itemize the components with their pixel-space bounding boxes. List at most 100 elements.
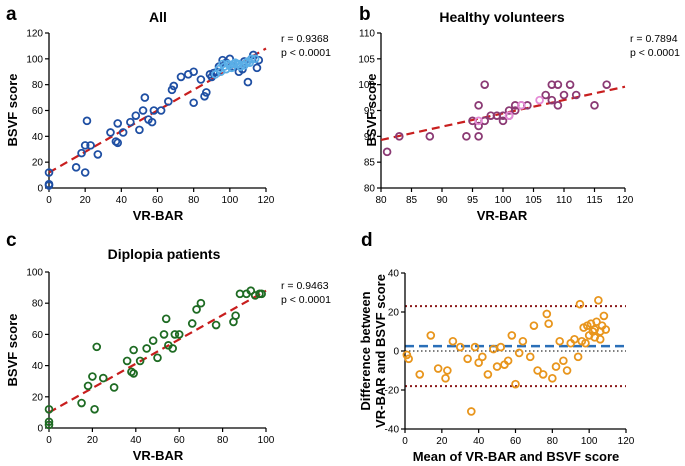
data-point — [86, 141, 95, 150]
y-tick-label: 20 — [32, 158, 44, 169]
data-point — [44, 179, 54, 189]
data-point — [147, 117, 157, 127]
data-point — [44, 404, 54, 414]
data-point — [382, 147, 392, 157]
panel-b-p-value: p < 0.0001 — [630, 47, 680, 59]
data-point — [474, 116, 483, 126]
x-tick-label: 90 — [436, 195, 448, 206]
panel-a-p-value: p < 0.0001 — [281, 47, 331, 59]
y-tick-label: 60 — [32, 330, 44, 341]
x-tick-label: 100 — [221, 195, 238, 206]
y-tick-label: 100 — [358, 80, 375, 91]
data-point — [98, 373, 108, 383]
data-point — [153, 353, 162, 363]
y-tick-label: 0 — [37, 424, 43, 435]
x-tick-label: 100 — [581, 436, 598, 447]
panel-a: a All r = 0.9368 p < 0.0001 VR-BAR BSVF … — [5, 4, 331, 223]
data-point — [426, 331, 436, 340]
x-tick-label: 60 — [152, 195, 164, 206]
data-point — [507, 331, 517, 340]
data-point — [474, 358, 483, 368]
data-point — [404, 354, 413, 364]
panel-a-y-label: BSVF score — [5, 74, 20, 147]
data-point — [82, 116, 92, 126]
data-point — [538, 370, 548, 379]
panel-d: d Mean of VR-BAR and BSVF score Differen… — [358, 230, 635, 464]
data-point — [575, 299, 585, 309]
y-tick-label: 40 — [388, 269, 400, 280]
data-point — [131, 111, 141, 120]
y-tick-label: 90 — [364, 132, 376, 143]
y-tick-label: 100 — [26, 268, 43, 279]
panel-c-title: Diplopia patients — [108, 246, 221, 262]
data-point — [415, 370, 425, 379]
data-point — [518, 336, 528, 346]
y-tick-label: 40 — [32, 132, 44, 143]
x-tick-label: 20 — [436, 436, 448, 447]
panel-c-letter: c — [6, 230, 17, 251]
data-point — [590, 333, 599, 342]
x-tick-label: 20 — [80, 195, 92, 206]
data-point — [189, 98, 198, 108]
data-point — [559, 90, 569, 100]
x-tick-label: 80 — [547, 436, 559, 447]
x-tick-label: 40 — [473, 436, 485, 447]
data-point — [555, 336, 564, 346]
data-point — [129, 345, 138, 355]
data-point — [448, 336, 458, 346]
regression-line — [380, 85, 626, 142]
data-point — [250, 54, 260, 64]
panel-b-title: Healthy volunteers — [439, 9, 564, 25]
data-point — [541, 90, 550, 100]
data-point — [211, 320, 221, 330]
data-point — [573, 352, 583, 362]
data-point — [169, 81, 179, 91]
data-point — [565, 80, 575, 89]
data-point — [176, 72, 186, 82]
data-point — [44, 420, 54, 430]
data-point — [80, 168, 90, 177]
data-point — [196, 75, 206, 84]
data-point — [170, 330, 180, 339]
y-tick-label: -20 — [385, 386, 400, 397]
data-point — [90, 404, 99, 414]
data-point — [113, 119, 123, 128]
data-point — [492, 362, 502, 371]
data-point — [562, 366, 572, 375]
x-tick-label: 60 — [174, 435, 186, 446]
data-point — [113, 138, 123, 148]
panel-b-r-value: r = 0.7894 — [630, 33, 678, 45]
data-point — [187, 319, 197, 328]
data-point — [168, 344, 177, 353]
data-point — [498, 116, 508, 126]
data-point — [510, 106, 520, 115]
panel-c-r-value: r = 0.9463 — [281, 280, 329, 292]
data-point — [44, 168, 54, 177]
y-tick-label: 60 — [32, 106, 44, 117]
data-point — [92, 342, 102, 352]
y-tick-label: 80 — [364, 184, 376, 195]
x-tick-label: 120 — [617, 195, 634, 206]
data-point — [164, 97, 173, 106]
panel-c-x-label: VR-BAR — [133, 448, 184, 463]
x-tick-label: 80 — [375, 195, 387, 206]
panel-d-x-label: Mean of VR-BAR and BSVF score — [413, 449, 620, 464]
data-point — [138, 106, 148, 115]
data-point — [592, 317, 601, 327]
x-tick-label: 120 — [618, 436, 635, 447]
y-tick-label: 80 — [32, 80, 44, 91]
data-point — [601, 325, 611, 334]
data-point — [474, 121, 483, 131]
data-point — [161, 314, 171, 324]
panel-d-y-label-line-1: Difference between — [358, 291, 373, 410]
data-point — [463, 354, 472, 364]
data-point — [559, 356, 568, 366]
data-point — [542, 309, 552, 319]
x-tick-label: 0 — [402, 436, 408, 447]
x-tick-label: 100 — [495, 195, 512, 206]
x-tick-label: 40 — [130, 435, 142, 446]
panel-c: c Diplopia patients r = 0.9463 p < 0.000… — [5, 230, 331, 463]
regression-line — [48, 289, 267, 414]
x-tick-label: 80 — [188, 195, 200, 206]
y-tick-label: 20 — [32, 392, 44, 403]
